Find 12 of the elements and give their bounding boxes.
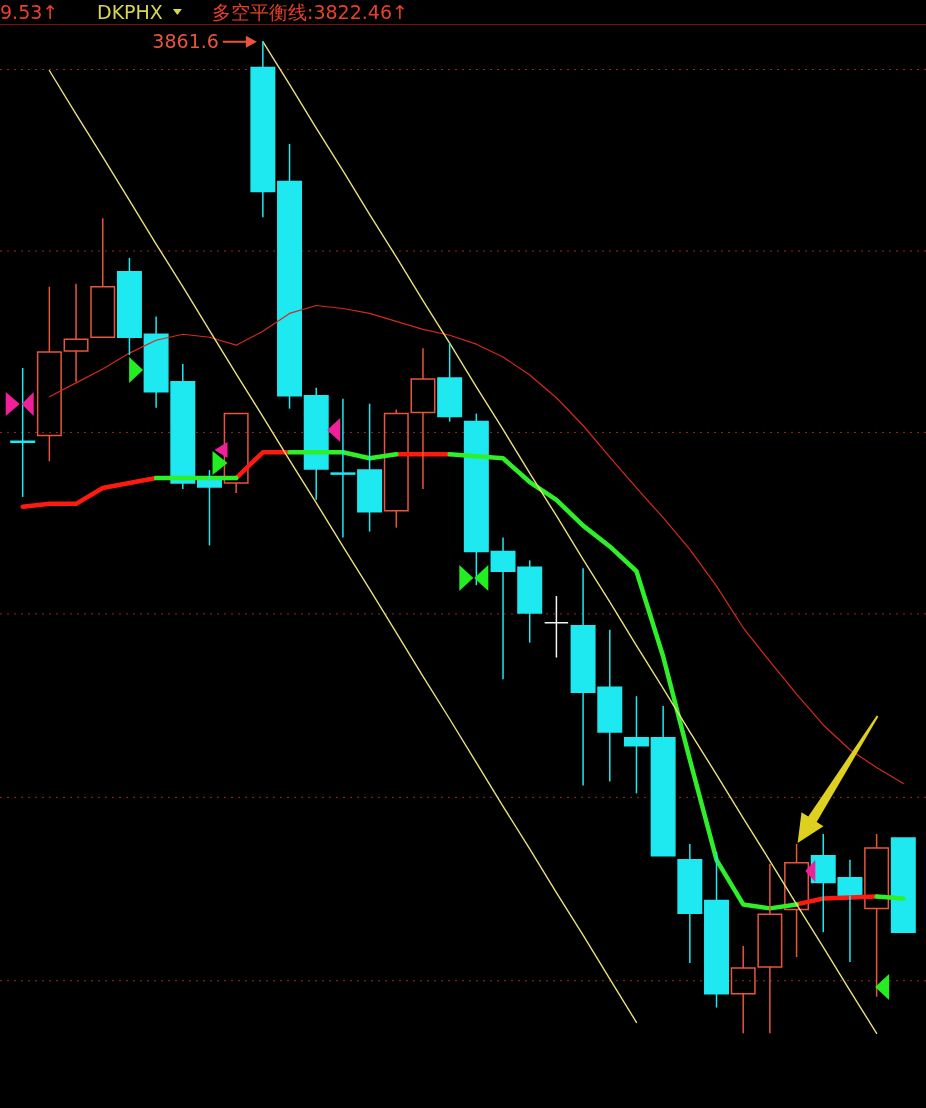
candlestick	[36, 285, 62, 462]
candlestick	[543, 595, 569, 659]
candlestick	[250, 41, 276, 219]
candlestick	[63, 282, 89, 383]
annotation: 3861.6	[152, 29, 219, 52]
text: 多空平衡线:3822.46↑	[212, 0, 408, 24]
candlestick	[677, 843, 703, 964]
candlestick	[623, 695, 649, 795]
candlestick	[357, 402, 383, 533]
candlestick	[410, 347, 436, 490]
text: DKPHX	[97, 0, 163, 24]
text: 9.53↑	[0, 0, 59, 24]
